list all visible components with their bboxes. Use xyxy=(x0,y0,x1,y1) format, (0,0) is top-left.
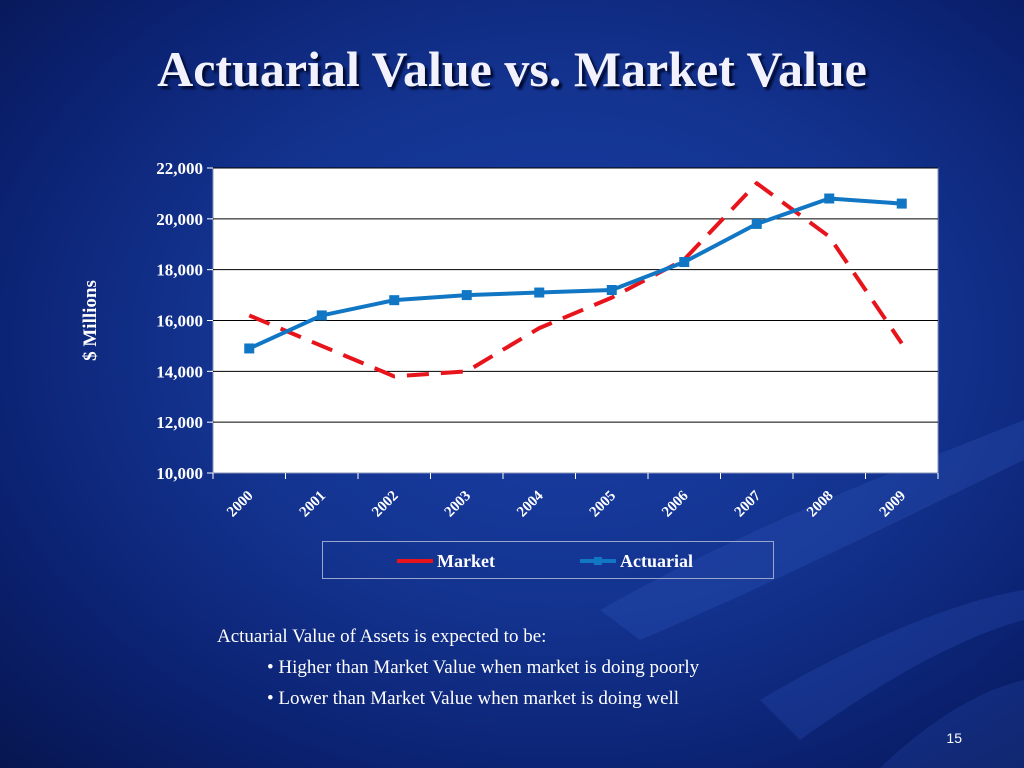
y-tick-label: 10,000 xyxy=(156,464,203,483)
caption-bullet: • Higher than Market Value when market i… xyxy=(267,657,700,678)
data-point-actuarial xyxy=(316,310,327,321)
legend-item-actuarial: Actuarial xyxy=(578,551,693,571)
x-tick-label: 2008 xyxy=(804,488,837,521)
data-point-actuarial xyxy=(244,343,255,354)
legend-swatch-actuarial xyxy=(580,557,616,565)
caption: Actuarial Value of Assets is expected to… xyxy=(217,624,699,717)
x-tick-label: 2004 xyxy=(514,488,547,521)
data-point-actuarial xyxy=(896,198,907,209)
x-tick-label: 2009 xyxy=(877,488,910,521)
data-point-actuarial xyxy=(606,285,617,295)
y-tick-label: 20,000 xyxy=(156,210,203,229)
legend-swatch-market xyxy=(397,559,433,563)
x-tick-label: 2003 xyxy=(442,488,475,521)
data-point-actuarial xyxy=(679,257,690,268)
caption-intro: Actuarial Value of Assets is expected to… xyxy=(217,626,547,647)
page-title: Actuarial Value vs. Market Value xyxy=(157,41,867,97)
y-tick-label: 16,000 xyxy=(156,312,203,331)
data-point-actuarial xyxy=(534,287,545,298)
x-tick-label: 2002 xyxy=(369,488,402,521)
chart-legend: Market Actuarial xyxy=(322,541,774,579)
y-tick-label: 14,000 xyxy=(156,362,203,381)
x-tick-label: 2007 xyxy=(732,488,765,521)
y-tick-label: 22,000 xyxy=(156,159,203,178)
legend-label-actuarial: Actuarial xyxy=(620,551,693,571)
data-point-actuarial xyxy=(824,193,835,204)
data-point-actuarial xyxy=(751,218,762,229)
y-tick-label: 12,000 xyxy=(156,413,203,432)
legend-label-market: Market xyxy=(437,551,495,571)
x-tick-label: 2005 xyxy=(587,488,620,521)
y-axis-label: $ Millions xyxy=(80,280,101,361)
page-number: 15 xyxy=(946,730,962,746)
y-tick-label: 18,000 xyxy=(156,261,203,280)
x-tick-label: 2001 xyxy=(297,488,330,521)
series-line-actuarial xyxy=(248,196,902,351)
data-point-actuarial xyxy=(461,290,472,301)
data-point-actuarial xyxy=(389,295,400,306)
x-tick-label: 2000 xyxy=(224,488,257,521)
x-tick-label: 2006 xyxy=(659,488,692,521)
legend-item-market: Market xyxy=(395,551,495,571)
caption-bullet: • Lower than Market Value when market is… xyxy=(267,688,680,709)
